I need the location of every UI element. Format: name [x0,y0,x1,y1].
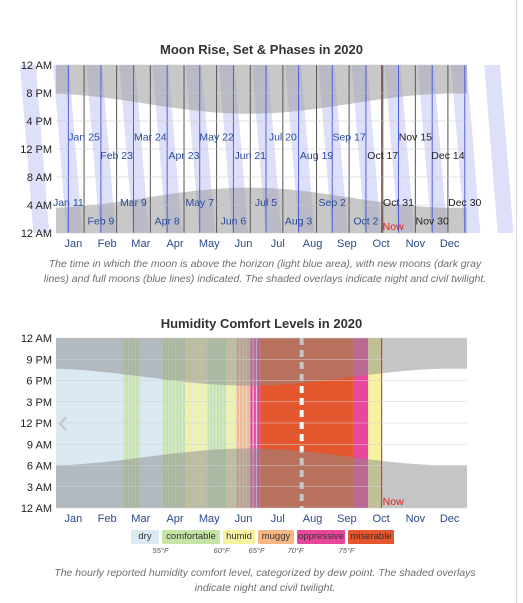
new-moon-label: Sep 17 [332,132,365,144]
full-moon-label: May 7 [185,197,214,209]
moon-chart: Now 12 AM 8 PM 4 PM 12 PM 8 AM 4 AM 12 AM Jan Feb… [19,60,514,250]
legend-threshold: 55°F [152,546,169,555]
now-label: Now [383,496,404,508]
chevron-left-icon[interactable]: ‹ [57,403,69,441]
night-overlay-evening [56,65,467,114]
humidity-chart: Now 12 AM 9 PM 6 PM 3 PM 12 PM 9 AM 6 AM 3 AM 12 … [20,333,467,525]
legend-item-humid: humid [223,530,255,544]
moon-y-tick: 8 PM [26,88,52,100]
legend-item-muggy: muggy [258,530,294,544]
full-moon-label: Nov 30 [416,216,449,228]
legend-threshold: 60°F [213,546,230,555]
full-moon-label: Dec 30 [448,197,481,209]
new-moon-label: Dec 14 [431,150,464,162]
moon-x-tick: Sep [337,238,357,250]
humidity-y-tick: 12 AM [21,503,52,515]
humidity-chart-caption: The hourly reported humidity comfort lev… [54,567,476,594]
full-moon-label: Oct 31 [383,197,414,209]
missing-data-dash [299,506,304,513]
moon-up-band [19,65,50,233]
humidity-x-tick: Dec [440,513,460,525]
moon-x-tick: Mar [131,238,150,250]
night-overlay-evening [56,338,467,386]
humidity-x-tick: Feb [98,513,117,525]
full-moon-label: Apr 8 [155,216,180,228]
moon-y-tick: 12 AM [21,228,52,240]
humidity-x-tick: Mar [131,513,150,525]
humidity-y-tick: 6 PM [26,376,52,388]
new-moon-label: Jan 25 [68,132,100,144]
moon-x-tick: Jul [271,238,285,250]
new-moon-label: Feb 23 [100,150,133,162]
full-moon-label: Oct 2 [353,216,378,228]
moon-x-tick: Apr [166,238,183,250]
humidity-chart-title: Humidity Comfort Levels in 2020 [160,316,363,331]
humidity-y-tick: 12 PM [20,418,52,430]
humidity-x-tick: Jun [235,513,253,525]
humidity-y-tick: 3 AM [27,482,52,494]
moon-x-tick: Jan [65,238,83,250]
moon-y-tick: 4 PM [26,116,52,128]
humidity-x-tick: Apr [166,513,183,525]
full-moon-label: Mar 9 [120,197,147,209]
moon-y-tick: 12 AM [21,60,52,72]
legend-item-miserable: miserable [348,530,394,544]
humidity-y-tick: 6 AM [27,461,52,473]
full-moon-label: Jan 11 [53,197,84,209]
moon-y-tick: 8 AM [27,172,52,184]
missing-data-dash [299,422,304,429]
moon-y-tick: 12 PM [20,144,52,156]
night-overlay-morning [56,448,467,508]
legend-threshold: 65°F [248,546,265,555]
full-moon-label: Aug 3 [285,216,313,228]
humidity-x-tick: May [199,513,220,525]
legend-item-comfortable: comfortable [162,530,220,544]
moon-x-tick: Jun [235,238,253,250]
moon-x-tick: Feb [98,238,117,250]
moon-x-tick: May [199,238,220,250]
now-label: Now [383,221,404,233]
humidity-x-tick: Jul [271,513,285,525]
full-moon-label: Jul 5 [255,197,277,209]
new-moon-label: Mar 24 [134,132,167,144]
legend-item-oppressive: oppressive [297,530,345,544]
moon-x-tick: Nov [406,238,426,250]
humidity-legend: dry comfortable humid muggy oppressive misera… [0,530,523,560]
moon-y-tick: 4 AM [27,200,52,212]
missing-data-dash [299,446,304,453]
humidity-y-tick: 3 PM [26,397,52,409]
new-moon-label: Nov 15 [399,132,432,144]
missing-data-dash [299,386,304,393]
moon-chart-title: Moon Rise, Set & Phases in 2020 [159,42,364,57]
new-moon-label: May 22 [199,132,234,144]
full-moon-label: Jun 6 [221,216,247,228]
new-moon-label: Apr 23 [169,150,200,162]
full-moon-label: Feb 9 [87,216,114,228]
missing-data-dash [299,410,304,417]
new-moon-label: Oct 17 [367,150,398,162]
legend-item-dry: dry [131,530,159,544]
humidity-x-tick: Nov [406,513,426,525]
humidity-x-tick: Sep [337,513,357,525]
full-moon-label: Sep 2 [319,197,347,209]
new-moon-label: Jun 21 [235,150,267,162]
page-border [516,0,517,603]
missing-data-dash [299,434,304,441]
legend-threshold: 70°F [287,546,304,555]
humidity-y-tick: 12 AM [21,333,52,345]
night-overlay-morning [56,187,467,233]
moon-x-tick: Dec [440,238,460,250]
legend-threshold: 75°F [338,546,355,555]
moon-chart-caption: The time in which the moon is above the … [43,258,487,285]
moon-up-band [484,65,514,233]
humidity-x-tick: Aug [303,513,323,525]
humidity-x-tick: Jan [65,513,83,525]
new-moon-label: Aug 19 [300,150,333,162]
moon-x-tick: Oct [373,238,390,250]
new-moon-label: Jul 20 [269,132,297,144]
humidity-x-tick: Oct [373,513,390,525]
humidity-y-tick: 9 AM [27,439,52,451]
humidity-y-tick: 9 PM [26,354,52,366]
moon-x-tick: Aug [303,238,323,250]
